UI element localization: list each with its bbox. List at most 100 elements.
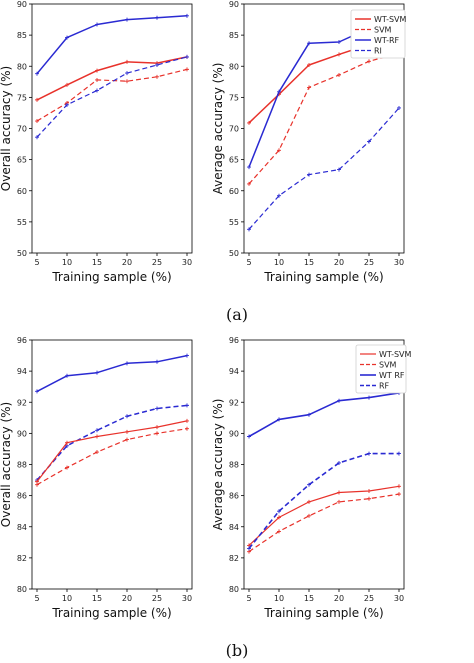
data-point [65,102,69,107]
data-point [185,353,189,358]
x-tick-label: 25 [152,594,162,603]
y-tick-label: 90 [229,0,239,9]
data-point [277,148,281,153]
legend-label: WT-RF [374,36,400,45]
y-tick-label: 50 [17,249,27,258]
y-tick-label: 90 [17,0,27,9]
data-point [35,97,39,102]
series-line-4 [36,56,188,138]
y-tick-label: 55 [17,218,27,227]
data-point [307,63,311,68]
y-tick-label: 82 [17,554,27,563]
data-point [277,193,281,198]
y-tick-label: 84 [17,523,27,532]
data-point [367,139,371,144]
y-tick-label: 92 [17,398,27,407]
data-point [95,434,99,439]
x-axis-label: Training sample (%) [263,270,383,284]
y-tick-label: 92 [229,398,239,407]
data-point [247,120,251,125]
y-tick-label: 75 [17,93,27,102]
y-tick-label: 60 [17,187,27,196]
chart-2: 50 55 60 65 70 75 80 85 90 5 10 15 20 25 30 Training sa… [211,0,407,284]
data-point [35,119,39,124]
y-tick-label: 84 [229,523,239,532]
x-tick-label: 15 [92,258,102,267]
data-point [307,41,311,46]
series-line-2 [248,52,400,185]
y-tick-label: 85 [229,31,239,40]
data-point [277,509,281,514]
data-point [95,428,99,433]
x-tick-label: 10 [62,258,72,267]
y-tick-label: 90 [229,429,239,438]
x-tick-label: 5 [34,594,39,603]
x-tick-label: 25 [152,258,162,267]
legend-box [355,344,407,394]
data-point [337,39,341,44]
data-point [277,529,281,534]
x-tick-label: 30 [394,594,404,603]
y-tick-label: 80 [229,62,239,71]
legend-label: WT RF [379,371,405,380]
y-axis-label: Overall accuracy (%) [0,66,13,191]
y-tick-label: 90 [17,429,27,438]
x-tick-label: 25 [364,258,374,267]
x-tick-label: 10 [274,258,284,267]
y-tick-label: 88 [229,461,239,470]
y-axis-label: Average accuracy (%) [211,63,225,195]
data-point [247,434,251,439]
y-axis-label: Overall accuracy (%) [0,402,13,527]
data-point [95,450,99,455]
data-point [337,167,341,172]
series-line-3 [36,68,188,122]
data-point [35,482,39,487]
series-line-1 [36,15,188,75]
data-point [185,54,189,59]
data-point [155,74,159,79]
x-tick-label: 20 [122,594,132,603]
data-point [35,389,39,394]
data-point [307,412,311,417]
x-tick-label: 5 [34,258,39,267]
caption-a: (a) [226,305,248,324]
series-line-3 [248,392,400,438]
data-point [337,398,341,403]
data-point [367,451,371,456]
data-point [397,105,401,110]
data-point [367,59,371,64]
data-point [125,79,129,84]
data-point [35,71,39,76]
y-tick-label: 88 [17,461,27,470]
chart-1: 50 55 60 65 70 75 80 85 90 5 10 15 20 25 30 Training sa… [0,0,193,284]
x-tick-label: 15 [304,594,314,603]
data-point [185,403,189,408]
y-axis-label: Average accuracy (%) [211,399,225,531]
data-point [155,406,159,411]
y-tick-label: 86 [229,492,239,501]
chart-4: 80 82 84 86 88 90 92 94 96 5 10 15 20 25 30 Training sa… [211,336,412,620]
y-tick-label: 82 [229,554,239,563]
series-line-4 [248,452,399,550]
data-point [155,63,159,68]
x-tick-label: 30 [394,258,404,267]
series-line-1 [248,485,400,546]
data-point [125,437,129,442]
data-point [155,359,159,364]
legend-label: WT-SVM [374,15,407,24]
data-point [125,71,129,76]
series-line-2 [36,404,188,481]
data-point [337,499,341,504]
y-tick-label: 80 [17,62,27,71]
y-tick-label: 70 [17,125,27,134]
data-point [155,15,159,20]
data-point [277,515,281,520]
x-tick-label: 5 [246,258,251,267]
y-tick-label: 75 [229,93,239,102]
y-tick-label: 80 [17,585,27,594]
data-point [337,72,341,77]
x-axis-label: Training sample (%) [51,270,171,284]
series-line-4 [36,428,188,486]
x-tick-label: 25 [364,594,374,603]
